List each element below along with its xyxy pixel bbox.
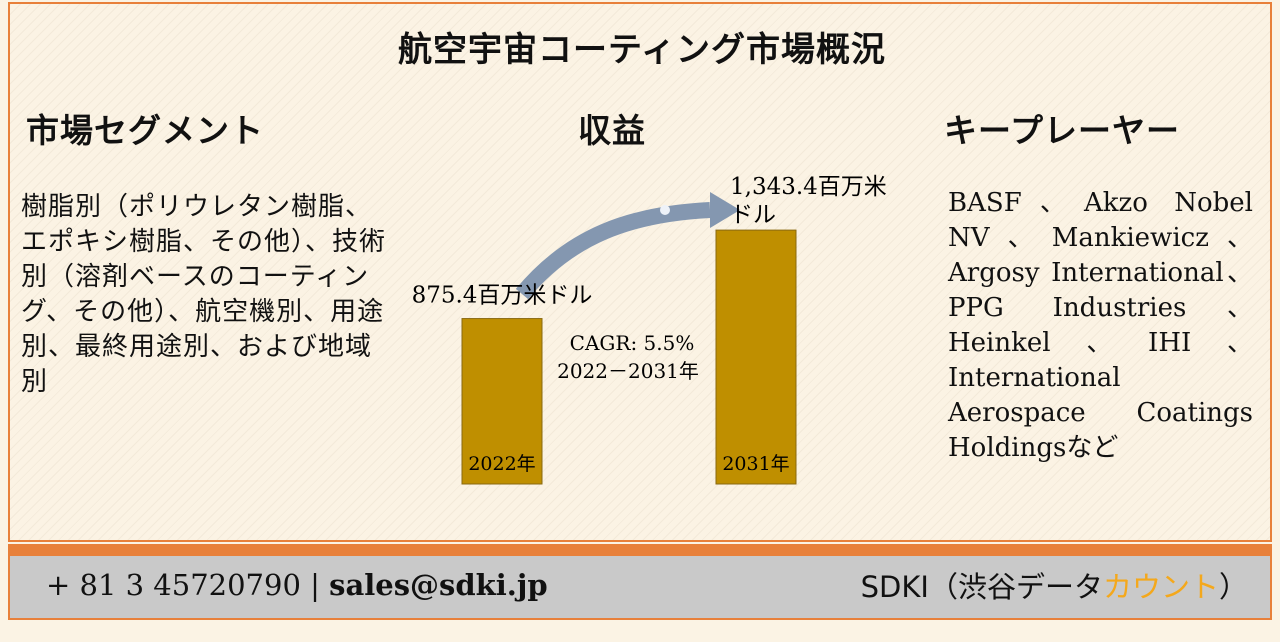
value-label-2022: 875.4百万米ドル [412,283,593,309]
cagr-period: 2022－2031年 [557,359,699,383]
brand-mid: タ [1073,570,1103,604]
phone-number: + 81 3 45720790 [46,568,301,602]
arrow-dot [660,205,670,215]
revenue-chart: 2022年 2031年 875.4百万米ドル 1,343.4百万米 ドル CAG… [412,174,894,485]
brand-accent: カウント [1102,570,1219,604]
brand-suffix: ） [1218,570,1248,604]
growth-arrow [515,202,711,300]
brand-prefix: SDKI（渋谷デー [860,570,1074,604]
footer-accent-band [8,544,1272,556]
value-label-2031: 1,343.4百万米 ドル [730,174,894,228]
segments-heading: 市場セグメント [26,111,264,150]
growth-arrow-head [710,192,740,228]
revenue-heading: 収益 [578,111,646,150]
footer-bar: + 81 3 45720790 | sales@sdki.jp SDKI（渋谷デ… [8,556,1272,620]
contact-info: + 81 3 45720790 | sales@sdki.jp [46,568,548,602]
separator: | [310,568,320,602]
category-label-2031: 2031年 [722,453,789,475]
brand-label: SDKI（渋谷データカウント） [861,564,1248,606]
bar-2031 [715,229,797,485]
overview-panel: 航空宇宙コーティング市場概況 市場セグメント 収益 キープレーヤー 樹脂別（ポリ… [8,2,1272,542]
value-label-2031-line2: ドル [730,202,776,228]
cagr-label: CAGR: 5.5% [570,331,695,355]
key-players-heading: キープレーヤー [944,111,1181,150]
key-players-text: BASF、Akzo Nobel NV、Mankiewicz、Argosy Int… [948,188,1253,463]
bar-2022 [461,318,543,485]
category-label-2022: 2022年 [468,453,535,475]
page-title: 航空宇宙コーティング市場概況 [398,30,886,70]
segments-text: 樹脂別（ポリウレタン樹脂、エポキシ樹脂、その他）、技術別（溶剤ベースのコーティン… [21,192,387,397]
value-label-2031-line1: 1,343.4百万米 [730,174,887,200]
email-link[interactable]: sales@sdki.jp [329,568,548,602]
